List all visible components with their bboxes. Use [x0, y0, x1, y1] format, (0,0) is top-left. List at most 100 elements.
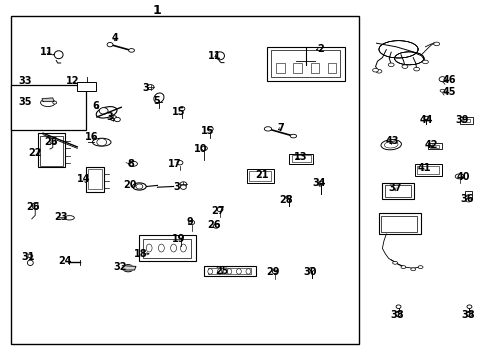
Bar	[11, 16, 359, 344]
Ellipse shape	[180, 244, 186, 252]
Text: 14: 14	[77, 174, 91, 184]
Ellipse shape	[122, 265, 133, 272]
Ellipse shape	[392, 261, 397, 264]
Ellipse shape	[465, 198, 470, 202]
Bar	[88, 169, 102, 189]
Text: 3: 3	[142, 83, 149, 93]
Bar	[271, 50, 339, 77]
Ellipse shape	[439, 89, 444, 92]
Ellipse shape	[207, 269, 212, 274]
Ellipse shape	[417, 266, 422, 269]
Text: 21: 21	[254, 170, 268, 180]
Bar	[246, 169, 273, 183]
Bar	[385, 185, 410, 197]
Ellipse shape	[147, 85, 154, 90]
Bar	[11, 85, 85, 130]
Ellipse shape	[96, 107, 117, 118]
Text: 3: 3	[173, 182, 180, 192]
Text: 30: 30	[303, 267, 317, 277]
Ellipse shape	[375, 69, 381, 73]
Ellipse shape	[466, 305, 471, 309]
Ellipse shape	[264, 127, 271, 131]
Ellipse shape	[114, 117, 120, 122]
Text: 23: 23	[54, 212, 68, 222]
Text: 27: 27	[210, 206, 224, 216]
Ellipse shape	[180, 182, 186, 187]
Ellipse shape	[309, 267, 314, 271]
Ellipse shape	[413, 67, 419, 71]
Text: 33: 33	[19, 76, 32, 86]
Bar	[289, 154, 312, 164]
Bar	[139, 235, 195, 261]
Ellipse shape	[154, 93, 163, 103]
Bar	[464, 191, 471, 199]
Bar	[249, 171, 271, 181]
Text: 36: 36	[459, 194, 473, 204]
Ellipse shape	[433, 42, 439, 46]
Text: 7: 7	[277, 123, 284, 133]
Ellipse shape	[179, 107, 184, 111]
Text: 15: 15	[171, 107, 185, 117]
Text: 42: 42	[424, 140, 437, 150]
Text: 15: 15	[201, 126, 214, 136]
Ellipse shape	[180, 185, 186, 189]
Ellipse shape	[285, 195, 290, 199]
Text: 28: 28	[279, 195, 292, 205]
Bar	[142, 239, 190, 258]
Ellipse shape	[213, 224, 219, 228]
Ellipse shape	[92, 138, 111, 146]
Text: 9: 9	[186, 217, 193, 228]
Ellipse shape	[53, 101, 57, 104]
Bar	[38, 133, 65, 167]
Ellipse shape	[245, 269, 250, 274]
Text: 16: 16	[85, 132, 99, 142]
Text: 35: 35	[19, 96, 32, 107]
Ellipse shape	[54, 51, 63, 59]
Text: 29: 29	[265, 267, 279, 277]
Bar	[77, 82, 96, 91]
Text: 8: 8	[127, 159, 134, 169]
Text: 3: 3	[106, 112, 113, 122]
Bar	[310, 63, 319, 73]
Ellipse shape	[387, 63, 393, 67]
Bar	[378, 213, 420, 234]
Text: 38: 38	[389, 310, 403, 320]
Text: 18: 18	[134, 249, 147, 259]
Ellipse shape	[423, 116, 428, 120]
Ellipse shape	[272, 270, 277, 274]
Ellipse shape	[128, 161, 137, 166]
Ellipse shape	[128, 49, 134, 52]
Ellipse shape	[372, 68, 378, 72]
Bar	[293, 63, 302, 73]
Bar	[459, 117, 472, 124]
Text: 40: 40	[456, 172, 469, 182]
Bar	[381, 216, 416, 232]
Text: 32: 32	[113, 262, 126, 272]
Bar	[276, 63, 285, 73]
Bar	[204, 266, 255, 276]
Text: 1: 1	[152, 4, 161, 17]
Ellipse shape	[64, 216, 74, 220]
Bar	[427, 143, 441, 149]
Ellipse shape	[41, 99, 55, 107]
Bar	[382, 183, 413, 199]
Text: 12: 12	[65, 76, 79, 86]
Text: 26: 26	[44, 137, 58, 147]
Text: 10: 10	[193, 144, 207, 154]
Polygon shape	[42, 98, 54, 102]
Text: 43: 43	[385, 136, 398, 146]
Ellipse shape	[384, 141, 397, 148]
Text: 22: 22	[28, 148, 42, 158]
Polygon shape	[122, 266, 136, 270]
Ellipse shape	[422, 60, 427, 64]
Text: 44: 44	[419, 114, 432, 125]
Ellipse shape	[132, 183, 146, 190]
Ellipse shape	[207, 127, 213, 131]
Text: 24: 24	[58, 256, 71, 266]
Ellipse shape	[146, 244, 152, 252]
Ellipse shape	[28, 254, 33, 258]
Ellipse shape	[215, 52, 224, 60]
Ellipse shape	[454, 174, 463, 179]
Ellipse shape	[177, 161, 183, 165]
Text: 11: 11	[40, 47, 53, 57]
